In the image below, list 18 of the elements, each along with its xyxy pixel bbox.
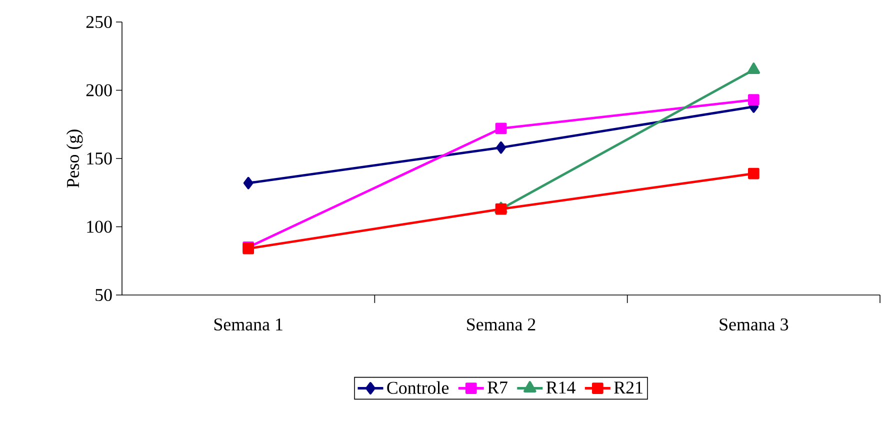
x-tick-label: Semana 3	[720, 318, 788, 330]
legend-label: Controle	[387, 381, 449, 394]
legend-label: R14	[546, 382, 576, 394]
y-axis-title: Peso (g)	[66, 130, 83, 188]
point	[748, 94, 760, 106]
y-tick-label: 150	[87, 152, 112, 165]
legend-label: R21	[614, 382, 642, 394]
x-tick-label: Semana 2	[467, 318, 536, 330]
y-tick-label: 200	[86, 84, 112, 96]
point	[496, 141, 506, 154]
y-tick-label: 250	[86, 16, 112, 28]
point	[495, 122, 507, 134]
legend-label: R7	[488, 382, 508, 394]
y-tick-label: 100	[87, 220, 112, 233]
y-tick-label: 50	[96, 288, 112, 302]
point	[748, 168, 760, 180]
x-tick-label: Semana 1	[214, 318, 282, 330]
point	[243, 176, 254, 190]
